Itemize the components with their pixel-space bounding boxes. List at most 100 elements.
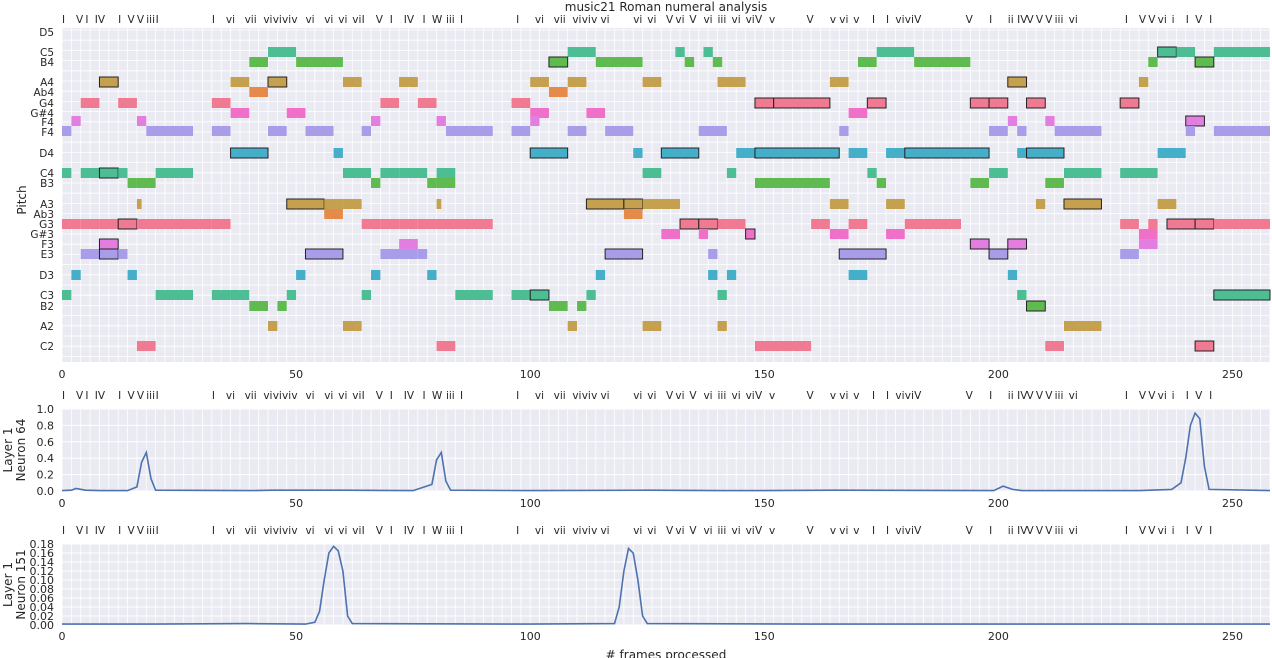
note-bar	[436, 341, 456, 351]
note-bar	[136, 341, 156, 351]
x-tick-label: 50	[289, 630, 303, 643]
note-bar	[98, 248, 119, 260]
roman-numeral-label: I	[118, 390, 121, 402]
roman-numeral-label: vi	[263, 390, 272, 402]
roman-numeral-label: vi	[305, 14, 314, 26]
note-bar	[633, 148, 643, 158]
note-bar	[773, 97, 831, 109]
pitch-tick-label: B2	[40, 301, 54, 313]
note-bar	[249, 57, 269, 67]
roman-numeral-label: V	[1148, 14, 1156, 26]
roman-numeral-label: vi	[572, 14, 581, 26]
roman-numeral-label: I	[516, 390, 519, 402]
roman-numeral-label: V	[1139, 525, 1147, 537]
roman-numeral-label: vi	[1069, 390, 1078, 402]
note-bar	[380, 249, 418, 259]
roman-numeral-label: I	[390, 14, 393, 26]
note-bar	[642, 199, 681, 209]
note-bar	[155, 290, 194, 300]
note-bar	[848, 148, 868, 158]
roman-numeral-label: vi	[703, 390, 712, 402]
y-tick-label: 0.8	[37, 419, 55, 432]
note-bar	[380, 98, 400, 108]
y-tick-label: 0.12	[30, 565, 55, 578]
x-axis-label: # frames processed	[606, 648, 727, 658]
note-bar	[230, 147, 269, 159]
roman-numeral-label: I	[516, 525, 519, 537]
roman-numeral-label: I	[118, 525, 121, 537]
roman-numeral-label: I	[85, 14, 88, 26]
roman-numeral-label: IV	[1017, 525, 1028, 537]
roman-numeral-label: V	[1036, 14, 1044, 26]
note-bar	[1194, 56, 1215, 68]
roman-numeral-label: I	[1209, 390, 1212, 402]
note-bar	[71, 270, 81, 280]
roman-numeral-label: vi	[338, 525, 347, 537]
x-tick-label: 0	[59, 630, 66, 643]
roman-numeral-label: v	[769, 525, 775, 537]
note-bar	[914, 57, 971, 67]
roman-numeral-label: vi	[647, 14, 656, 26]
note-bar	[675, 47, 685, 57]
y-tick-label: 0.02	[30, 610, 55, 623]
note-bar	[1007, 116, 1018, 126]
note-bar	[427, 178, 437, 188]
roman-numeral-label: vi	[282, 14, 291, 26]
x-tick-label: 100	[520, 630, 541, 643]
roman-numeral-label: I	[362, 390, 365, 402]
roman-numeral-label: vi	[746, 14, 755, 26]
roman-numeral-label: V	[806, 14, 814, 26]
roman-numeral-label: IV	[95, 525, 106, 537]
note-bar	[1017, 126, 1027, 136]
roman-numeral-label: W	[432, 14, 443, 26]
roman-numeral-label: I	[423, 525, 426, 537]
roman-numeral-label: V	[666, 525, 674, 537]
note-bar	[811, 219, 830, 229]
note-bar	[62, 290, 72, 300]
pitch-tick-label: E3	[41, 249, 54, 261]
roman-numeral-label: i	[1172, 390, 1175, 402]
note-bar	[717, 77, 746, 87]
pitch-tick-label: A4	[40, 77, 54, 89]
note-bar	[867, 168, 877, 178]
note-bar	[80, 249, 100, 259]
note-bar	[567, 321, 578, 331]
note-bar	[712, 57, 723, 67]
roman-numeral-label: i	[1172, 14, 1175, 26]
note-bar	[342, 168, 372, 178]
note-bar	[1017, 148, 1027, 158]
roman-numeral-label: iii	[718, 525, 727, 537]
note-bar	[548, 87, 568, 97]
note-bar	[595, 57, 643, 67]
note-bar	[736, 148, 755, 158]
roman-numeral-label: vi	[282, 390, 291, 402]
note-bar	[511, 126, 531, 136]
roman-numeral-label: vi	[839, 390, 848, 402]
roman-numeral-label: V	[914, 525, 922, 537]
note-bar	[118, 249, 128, 259]
roman-numeral-label: vi	[647, 390, 656, 402]
roman-numeral-label: IV	[95, 390, 106, 402]
roman-numeral-label: vi	[675, 390, 684, 402]
note-bar	[146, 126, 194, 136]
roman-numeral-label: vi	[647, 525, 656, 537]
roman-numeral-label: vi	[1158, 390, 1167, 402]
roman-numeral-label: V	[966, 525, 974, 537]
note-bar	[1166, 218, 1196, 230]
y-axis-label: Pitch	[15, 185, 29, 214]
note-bar	[427, 270, 437, 280]
roman-numeral-label: V	[376, 525, 384, 537]
note-bar	[886, 148, 905, 158]
note-bar	[1045, 341, 1064, 351]
roman-numeral-label: V	[1045, 390, 1053, 402]
note-bar	[726, 270, 737, 280]
note-bar	[969, 238, 990, 250]
neuron-64-plot-area	[62, 409, 1270, 491]
neuron-151-y-axis: 0.000.020.040.060.080.100.120.140.160.18	[30, 538, 1270, 632]
note-bar	[1120, 249, 1139, 259]
roman-numeral-label: vi	[273, 390, 282, 402]
roman-numeral-label: iii	[1055, 525, 1064, 537]
note-bar	[1054, 126, 1102, 136]
note-bar	[511, 290, 531, 300]
x-tick-label: 0	[59, 368, 66, 381]
